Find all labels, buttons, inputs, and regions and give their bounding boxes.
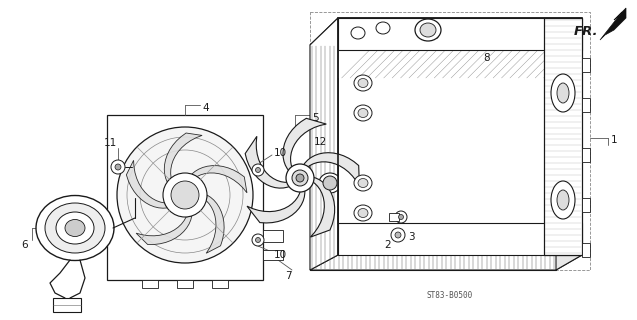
Circle shape	[252, 234, 264, 246]
Ellipse shape	[358, 108, 368, 117]
Ellipse shape	[319, 173, 341, 193]
Polygon shape	[556, 18, 582, 270]
Bar	[263, 230, 283, 242]
Polygon shape	[245, 136, 291, 188]
Circle shape	[255, 237, 261, 243]
Circle shape	[252, 164, 264, 176]
Text: ST83-B0500: ST83-B0500	[427, 291, 473, 300]
Ellipse shape	[557, 83, 569, 103]
Ellipse shape	[45, 203, 105, 253]
Circle shape	[115, 164, 121, 170]
Circle shape	[395, 232, 401, 238]
Ellipse shape	[358, 179, 368, 188]
Polygon shape	[164, 133, 202, 182]
Bar	[338, 18, 582, 255]
Bar	[338, 48, 582, 225]
Polygon shape	[310, 18, 338, 270]
Bar	[142, 280, 158, 288]
Ellipse shape	[358, 209, 368, 218]
Bar	[582, 198, 590, 212]
Polygon shape	[206, 195, 224, 253]
Polygon shape	[310, 255, 582, 270]
Circle shape	[292, 170, 308, 186]
Bar	[310, 45, 556, 270]
Circle shape	[296, 174, 304, 182]
Text: 6: 6	[22, 240, 28, 250]
Bar	[582, 58, 590, 72]
Circle shape	[171, 181, 199, 209]
Bar	[310, 12, 590, 270]
Ellipse shape	[551, 74, 575, 112]
Text: 7: 7	[285, 271, 292, 281]
Text: 12: 12	[313, 137, 327, 147]
Circle shape	[117, 127, 253, 263]
Polygon shape	[600, 8, 626, 40]
Ellipse shape	[354, 105, 372, 121]
Polygon shape	[303, 153, 359, 186]
Circle shape	[399, 214, 403, 220]
Ellipse shape	[354, 75, 372, 91]
Circle shape	[395, 211, 407, 223]
Ellipse shape	[551, 181, 575, 219]
Text: 1: 1	[611, 135, 618, 145]
Bar	[53, 298, 81, 312]
Ellipse shape	[415, 19, 441, 41]
Ellipse shape	[557, 190, 569, 210]
Polygon shape	[136, 216, 192, 244]
Ellipse shape	[351, 27, 365, 39]
Ellipse shape	[354, 205, 372, 221]
Text: 4: 4	[202, 103, 209, 113]
Ellipse shape	[354, 175, 372, 191]
Ellipse shape	[358, 78, 368, 87]
Text: 9: 9	[432, 31, 439, 41]
Polygon shape	[247, 189, 305, 223]
Polygon shape	[283, 118, 326, 172]
Circle shape	[286, 164, 314, 192]
Bar	[582, 148, 590, 162]
Polygon shape	[310, 177, 334, 237]
Circle shape	[111, 160, 125, 174]
Circle shape	[163, 173, 207, 217]
Bar	[263, 250, 283, 260]
Ellipse shape	[376, 22, 390, 34]
Circle shape	[255, 167, 261, 172]
Bar	[544, 18, 582, 255]
Bar	[107, 115, 263, 280]
Ellipse shape	[420, 23, 436, 37]
Bar	[544, 18, 582, 255]
Polygon shape	[310, 18, 582, 45]
Bar	[582, 243, 590, 257]
Ellipse shape	[65, 220, 85, 236]
Bar	[582, 98, 590, 112]
Text: 10: 10	[274, 250, 287, 260]
Polygon shape	[192, 166, 247, 193]
Text: 8: 8	[483, 53, 490, 63]
Bar	[338, 18, 582, 50]
Text: 5: 5	[312, 113, 318, 123]
Bar	[177, 280, 193, 288]
Polygon shape	[126, 160, 167, 208]
Text: 2: 2	[385, 240, 391, 250]
Circle shape	[323, 176, 337, 190]
Text: 10: 10	[274, 148, 287, 158]
Ellipse shape	[36, 196, 114, 260]
Text: 11: 11	[103, 138, 117, 148]
Text: FR.: FR.	[574, 25, 599, 38]
Bar	[338, 223, 582, 255]
Bar	[212, 280, 228, 288]
Bar	[389, 213, 399, 221]
Circle shape	[391, 228, 405, 242]
Ellipse shape	[56, 212, 94, 244]
Text: 3: 3	[408, 232, 415, 242]
